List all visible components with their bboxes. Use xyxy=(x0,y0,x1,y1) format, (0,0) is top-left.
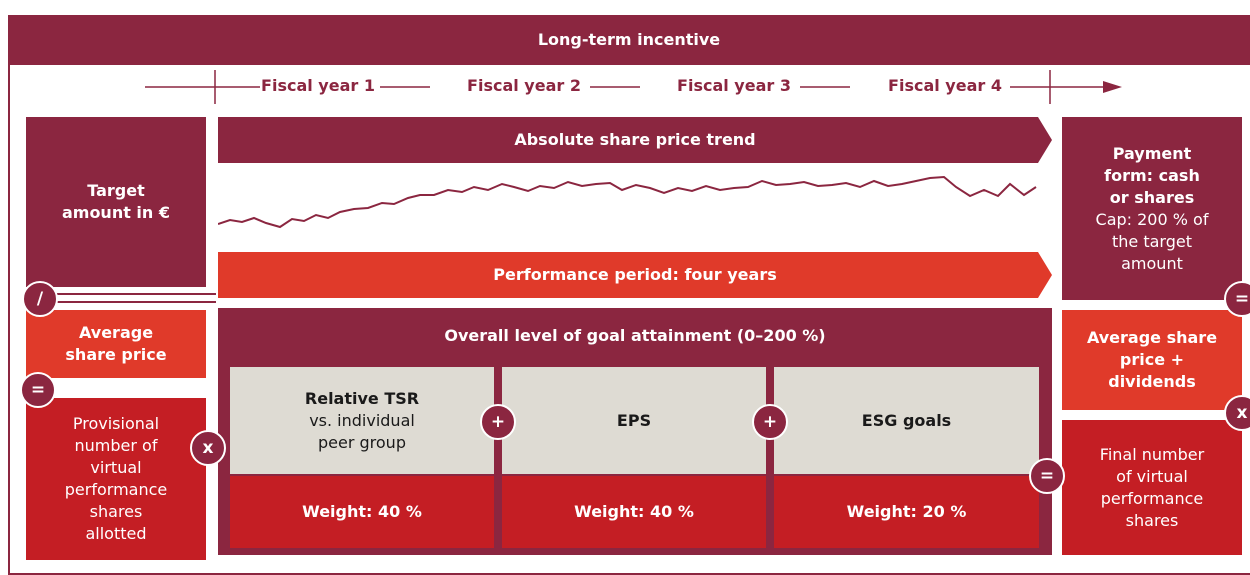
operator: x xyxy=(190,430,226,466)
fiscal-year: Fiscal year 4 xyxy=(888,76,1002,95)
goal-weight: Weight: 20 % xyxy=(774,476,1039,548)
operator: + xyxy=(752,404,788,440)
fiscal-year: Fiscal year 2 xyxy=(467,76,581,95)
share-price-line xyxy=(218,175,1037,229)
goal-weight: Weight: 40 % xyxy=(502,476,766,548)
goal: EPS xyxy=(502,367,766,474)
divider xyxy=(26,293,216,303)
operator: x xyxy=(1224,395,1250,431)
goal: ESG goals xyxy=(774,367,1039,474)
period-banner: Performance period: four years xyxy=(218,252,1052,298)
goal-weight: Weight: 40 % xyxy=(230,476,494,548)
operator: = xyxy=(1224,281,1250,317)
average-share-price: Average share price xyxy=(26,310,206,378)
goal: Relative TSR vs. individual peer group xyxy=(230,367,494,474)
overall-title: Overall level of goal attainment (0–200 … xyxy=(444,326,826,345)
payment: Payment form: cash or shares Cap: 200 % … xyxy=(1062,117,1242,300)
fiscal-year: Fiscal year 3 xyxy=(677,76,791,95)
payment-form: Payment form: cash or shares xyxy=(1104,143,1200,207)
goal-subtitle: vs. individual peer group xyxy=(309,410,415,452)
header-title: Long-term incentive xyxy=(8,15,1250,65)
operator: = xyxy=(1029,458,1065,494)
average-price-dividends: Average share price + dividends xyxy=(1062,310,1242,410)
operator: + xyxy=(480,404,516,440)
operator: = xyxy=(20,372,56,408)
fiscal-year: Fiscal year 1 xyxy=(261,76,375,95)
target-amount: Target amount in € xyxy=(26,117,206,287)
goal-title: Relative TSR xyxy=(304,388,420,408)
operator: / xyxy=(22,281,58,317)
payment-cap: Cap: 200 % of the target amount xyxy=(1095,209,1209,273)
final-shares: Final number of virtual performance shar… xyxy=(1062,420,1242,555)
trend-banner: Absolute share price trend xyxy=(218,117,1052,163)
provisional-shares: Provisional number of virtual performanc… xyxy=(26,398,206,560)
timeline xyxy=(145,70,1122,104)
